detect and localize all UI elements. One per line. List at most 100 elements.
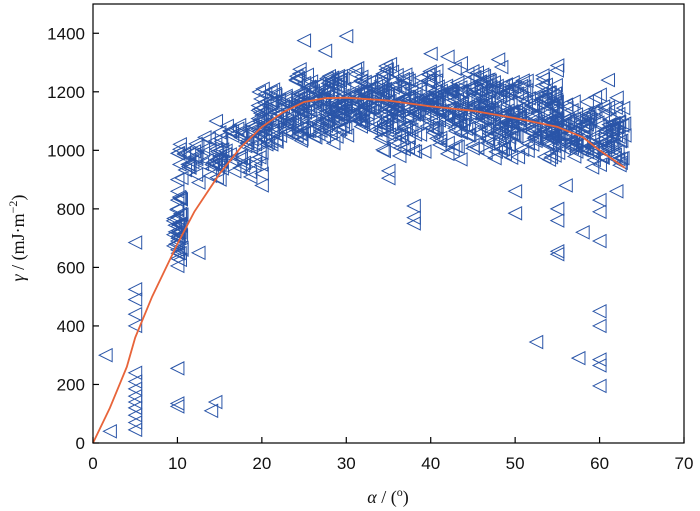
data-point-marker	[585, 132, 600, 147]
data-point-marker	[210, 158, 226, 174]
data-point-marker	[480, 136, 496, 151]
data-point-marker	[208, 156, 223, 172]
data-point-marker	[102, 423, 117, 439]
data-point-marker	[253, 145, 269, 161]
data-point-marker	[449, 112, 464, 128]
data-point-marker	[212, 148, 227, 164]
data-point-marker	[127, 374, 143, 389]
data-point-marker	[231, 149, 247, 165]
data-point-marker	[459, 66, 475, 82]
data-point-marker	[558, 178, 573, 193]
data-point-marker	[385, 80, 400, 95]
data-point-marker	[296, 75, 312, 91]
y-tick-label: 0	[76, 434, 85, 453]
data-point-marker	[445, 142, 460, 158]
data-point-marker	[254, 166, 269, 182]
data-point-marker	[246, 156, 262, 172]
data-point-marker	[279, 113, 295, 129]
data-point-marker	[373, 80, 389, 95]
data-point-marker	[440, 115, 456, 131]
data-point-marker	[236, 155, 252, 171]
data-point-marker	[524, 124, 539, 140]
data-point-marker	[373, 76, 388, 92]
y-tick-label: 400	[57, 317, 85, 336]
data-point-marker	[347, 77, 362, 92]
data-point-marker	[296, 123, 312, 138]
y-axis-symbol: γ	[8, 273, 28, 281]
data-point-marker	[505, 74, 520, 90]
data-point-marker	[212, 172, 227, 187]
data-point-marker	[313, 82, 329, 98]
data-point-marker	[547, 148, 562, 163]
data-point-marker	[505, 115, 520, 131]
data-point-marker	[539, 106, 554, 122]
data-point-marker	[269, 108, 284, 124]
data-point-marker	[490, 52, 506, 67]
data-point-marker	[319, 71, 334, 86]
data-point-marker	[579, 94, 594, 110]
data-point-marker	[289, 128, 304, 143]
data-point-marker	[610, 106, 626, 122]
data-point-marker	[359, 111, 375, 126]
data-point-marker	[615, 100, 631, 116]
data-point-marker	[425, 125, 441, 140]
data-point-marker	[170, 245, 186, 261]
data-point-marker	[487, 150, 502, 166]
data-point-marker	[477, 111, 492, 127]
data-point-marker	[233, 151, 248, 166]
data-point-marker	[606, 151, 622, 166]
data-point-marker	[586, 152, 601, 168]
data-point-marker	[329, 70, 345, 86]
data-point-marker	[447, 138, 463, 154]
data-point-marker	[303, 74, 319, 89]
data-point-marker	[575, 224, 590, 240]
data-point-marker	[458, 121, 474, 137]
data-point-marker	[173, 192, 189, 207]
data-point-marker	[507, 205, 523, 221]
data-point-marker	[127, 422, 143, 438]
data-point-marker	[288, 73, 303, 88]
data-point-marker	[199, 152, 214, 168]
data-point-marker	[401, 89, 417, 105]
data-point-marker	[397, 67, 413, 82]
data-point-marker	[396, 120, 412, 136]
data-point-marker	[505, 125, 520, 141]
data-point-marker	[406, 216, 421, 231]
data-point-marker	[217, 146, 233, 162]
y-axis-unit-text: / (mJ·m	[8, 213, 29, 274]
data-point-marker	[233, 130, 248, 145]
data-point-marker	[452, 107, 467, 123]
data-point-marker	[254, 178, 269, 193]
data-point-marker	[299, 67, 315, 83]
data-point-marker	[574, 142, 589, 158]
data-point-marker	[167, 224, 183, 240]
data-point-marker	[264, 94, 279, 109]
data-point-marker	[493, 141, 509, 157]
data-point-marker	[350, 104, 366, 119]
data-point-marker	[514, 91, 529, 106]
data-point-marker	[502, 83, 518, 99]
data-point-marker	[208, 113, 224, 129]
data-point-marker	[544, 88, 560, 104]
data-point-marker	[275, 99, 290, 114]
data-point-marker	[290, 103, 306, 119]
data-point-marker	[127, 381, 143, 397]
data-point-marker	[401, 117, 417, 132]
data-point-marker	[355, 117, 371, 132]
data-point-marker	[289, 121, 304, 136]
data-point-marker	[247, 136, 263, 152]
data-point-marker	[409, 115, 425, 131]
data-point-marker	[412, 96, 427, 112]
y-tick-label: 200	[57, 375, 85, 394]
data-point-marker	[531, 124, 547, 139]
data-point-marker	[453, 84, 469, 100]
data-point-marker	[203, 403, 219, 419]
data-point-marker	[562, 124, 578, 140]
data-point-marker	[613, 133, 629, 149]
data-point-marker	[258, 137, 274, 152]
data-point-marker	[514, 142, 530, 158]
data-point-marker	[324, 104, 339, 120]
data-point-marker	[188, 167, 204, 183]
data-point-marker	[525, 109, 540, 125]
